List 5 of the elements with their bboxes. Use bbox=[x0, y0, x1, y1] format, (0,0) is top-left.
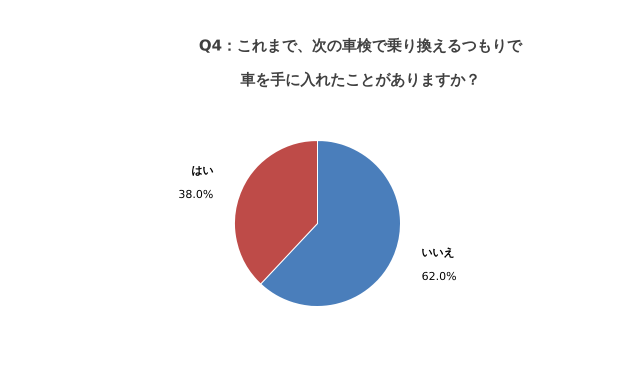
data-label: 38.0% bbox=[178, 188, 214, 201]
data-label: 62.0% bbox=[422, 270, 457, 284]
slice-label: いいえ bbox=[422, 246, 455, 260]
chart-title: Q4：これまで、次の車検で乗り換えるつもりで車を手に入れたことがありますか？ bbox=[198, 36, 524, 88]
slice-label: はい bbox=[191, 164, 214, 177]
